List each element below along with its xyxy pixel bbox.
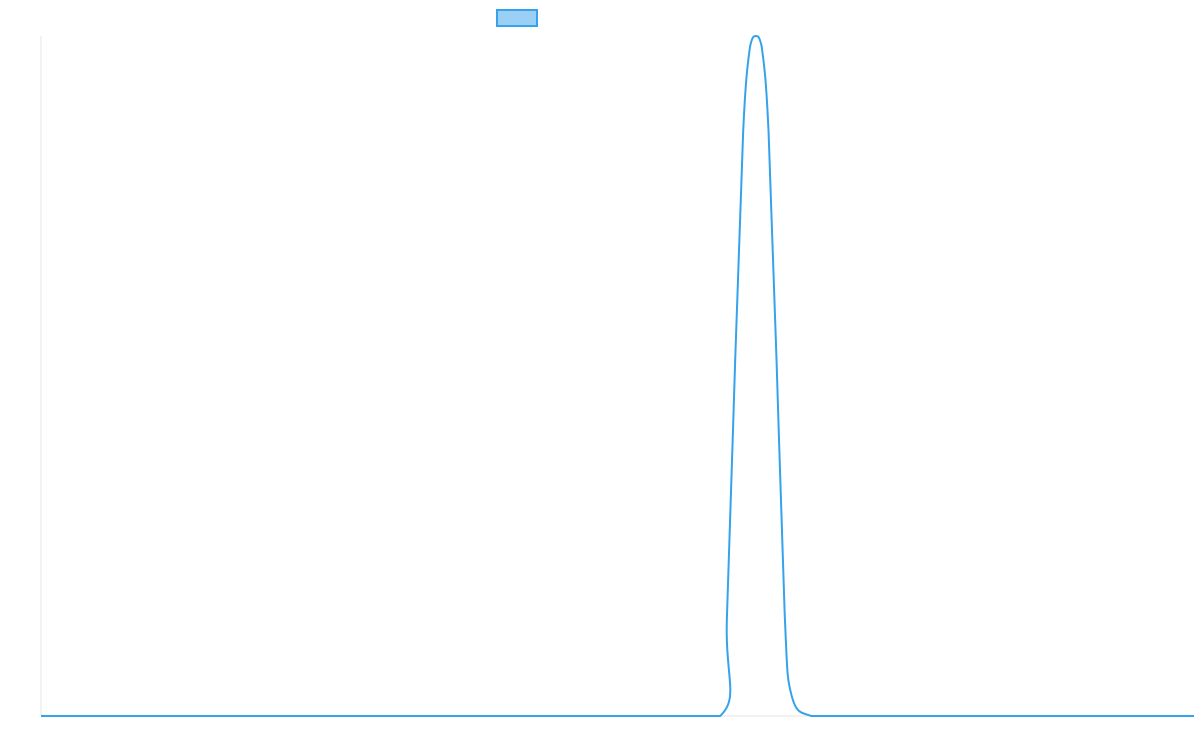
legend-swatch bbox=[496, 9, 538, 27]
legend bbox=[0, 8, 1040, 28]
series-line-1 bbox=[41, 35, 1194, 717]
legend-item-series-1[interactable] bbox=[496, 9, 544, 27]
